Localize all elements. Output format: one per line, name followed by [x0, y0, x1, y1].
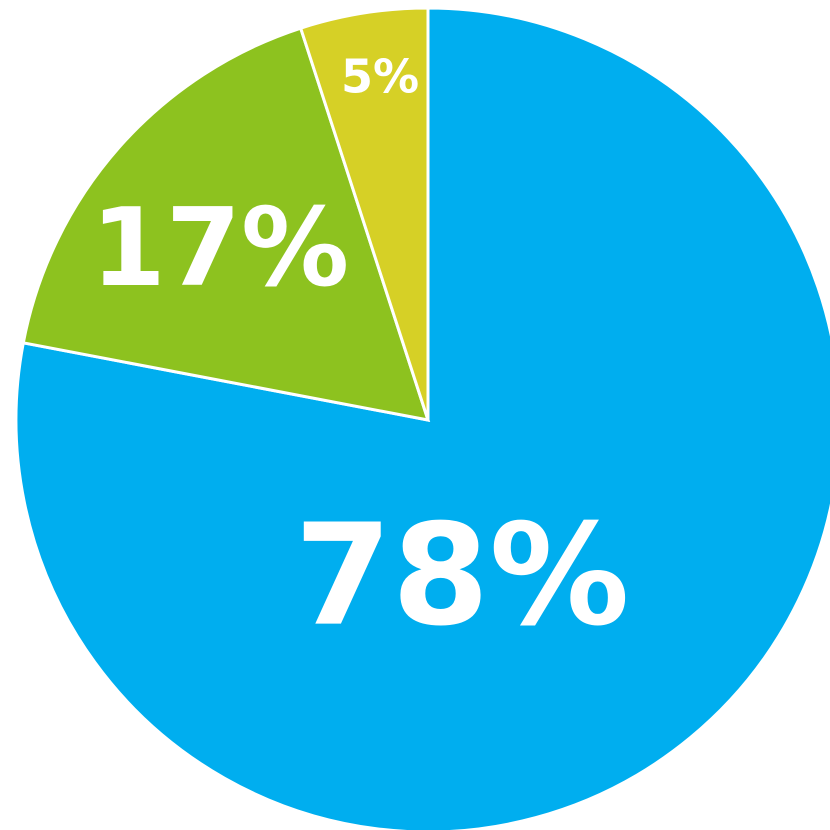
slice-label: 78%: [294, 495, 629, 658]
pie-slice: [21, 26, 431, 422]
pie-slice: [298, 6, 430, 421]
slice-label: 5%: [341, 50, 419, 104]
slice-label: 17%: [91, 186, 350, 311]
pie-slice: [14, 6, 830, 830]
